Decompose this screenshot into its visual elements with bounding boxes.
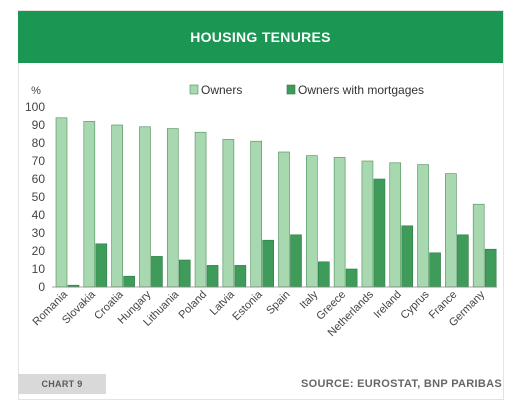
legend-swatch-mortgages: [286, 84, 296, 95]
x-tick-label: Cyprus: [399, 288, 432, 321]
bar-mortgages-germany: [484, 248, 497, 288]
bar-mortgages-hungary: [151, 256, 163, 288]
bar-owners-poland: [194, 131, 207, 288]
bar-mortgages-france: [457, 234, 469, 288]
x-tick-label: Estonia: [230, 288, 265, 323]
x-axis: RomaniaSlovakiaCroatiaHungaryLithuaniaPo…: [31, 286, 497, 339]
y-tick-label: 0: [38, 280, 45, 294]
y-tick-label: 80: [32, 136, 46, 150]
x-tick-label: Spain: [264, 289, 292, 317]
legend: Owners Owners with mortgages: [189, 83, 424, 97]
bar-mortgages-italy: [318, 261, 330, 288]
bar-owners-romania: [55, 117, 68, 288]
bar-mortgages-estonia: [262, 239, 274, 288]
bar-owners-cyprus: [417, 164, 429, 288]
y-axis: % 0 10 20 30 40 50 60 70 80 90 100: [25, 85, 45, 294]
bar-owners-france: [445, 173, 457, 288]
x-tick-label: Italy: [298, 288, 321, 311]
y-tick-label: 70: [32, 154, 46, 168]
bar-owners-slovakia: [83, 121, 96, 288]
y-tick-label: 30: [32, 226, 46, 240]
y-tick-label: 50: [32, 190, 46, 204]
bars: [55, 117, 497, 288]
bar-mortgages-cyprus: [429, 252, 441, 288]
bar-mortgages-latvia: [234, 265, 247, 288]
bar-mortgages-poland: [206, 265, 219, 288]
bar-mortgages-croatia: [123, 275, 135, 288]
bar-mortgages-netherlands: [373, 178, 386, 288]
bar-owners-germany: [472, 203, 485, 288]
chart-header: HOUSING TENURES: [18, 11, 503, 63]
bar-mortgages-ireland: [401, 225, 414, 288]
x-tick-label: Poland: [176, 289, 209, 322]
y-tick-label: 40: [32, 208, 46, 222]
y-tick-label: 60: [32, 172, 46, 186]
legend-label-mortgages: Owners with mortgages: [298, 83, 424, 97]
bar-owners-estonia: [250, 140, 262, 288]
legend-label-owners: Owners: [201, 83, 242, 97]
legend-swatch-owners: [189, 84, 199, 95]
bar-owners-greece: [333, 157, 346, 288]
y-tick-label: 90: [32, 118, 46, 132]
bar-owners-spain: [278, 151, 290, 288]
bar-mortgages-slovakia: [95, 243, 108, 288]
y-tick-label: 20: [32, 244, 46, 258]
bar-mortgages-spain: [290, 234, 302, 288]
bar-owners-latvia: [222, 139, 235, 288]
bar-mortgages-lithuania: [178, 259, 191, 288]
y-axis-label: %: [31, 85, 41, 97]
chart-title: HOUSING TENURES: [190, 29, 331, 45]
bar-owners-croatia: [111, 124, 123, 288]
bar-owners-ireland: [389, 162, 402, 288]
chart-number: CHART 9: [41, 379, 83, 389]
bar-owners-netherlands: [361, 160, 374, 288]
bar-owners-italy: [306, 155, 318, 288]
chart-number-badge: CHART 9: [18, 374, 106, 394]
y-tick-label: 100: [25, 100, 45, 114]
bar-owners-hungary: [139, 126, 151, 288]
bar-owners-lithuania: [166, 128, 179, 288]
bar-mortgages-greece: [345, 268, 358, 288]
x-tick-label: Ireland: [372, 289, 404, 321]
source-note: SOURCE: EUROSTAT, BNP PARIBAS: [300, 378, 502, 390]
y-tick-label: 10: [32, 262, 46, 276]
